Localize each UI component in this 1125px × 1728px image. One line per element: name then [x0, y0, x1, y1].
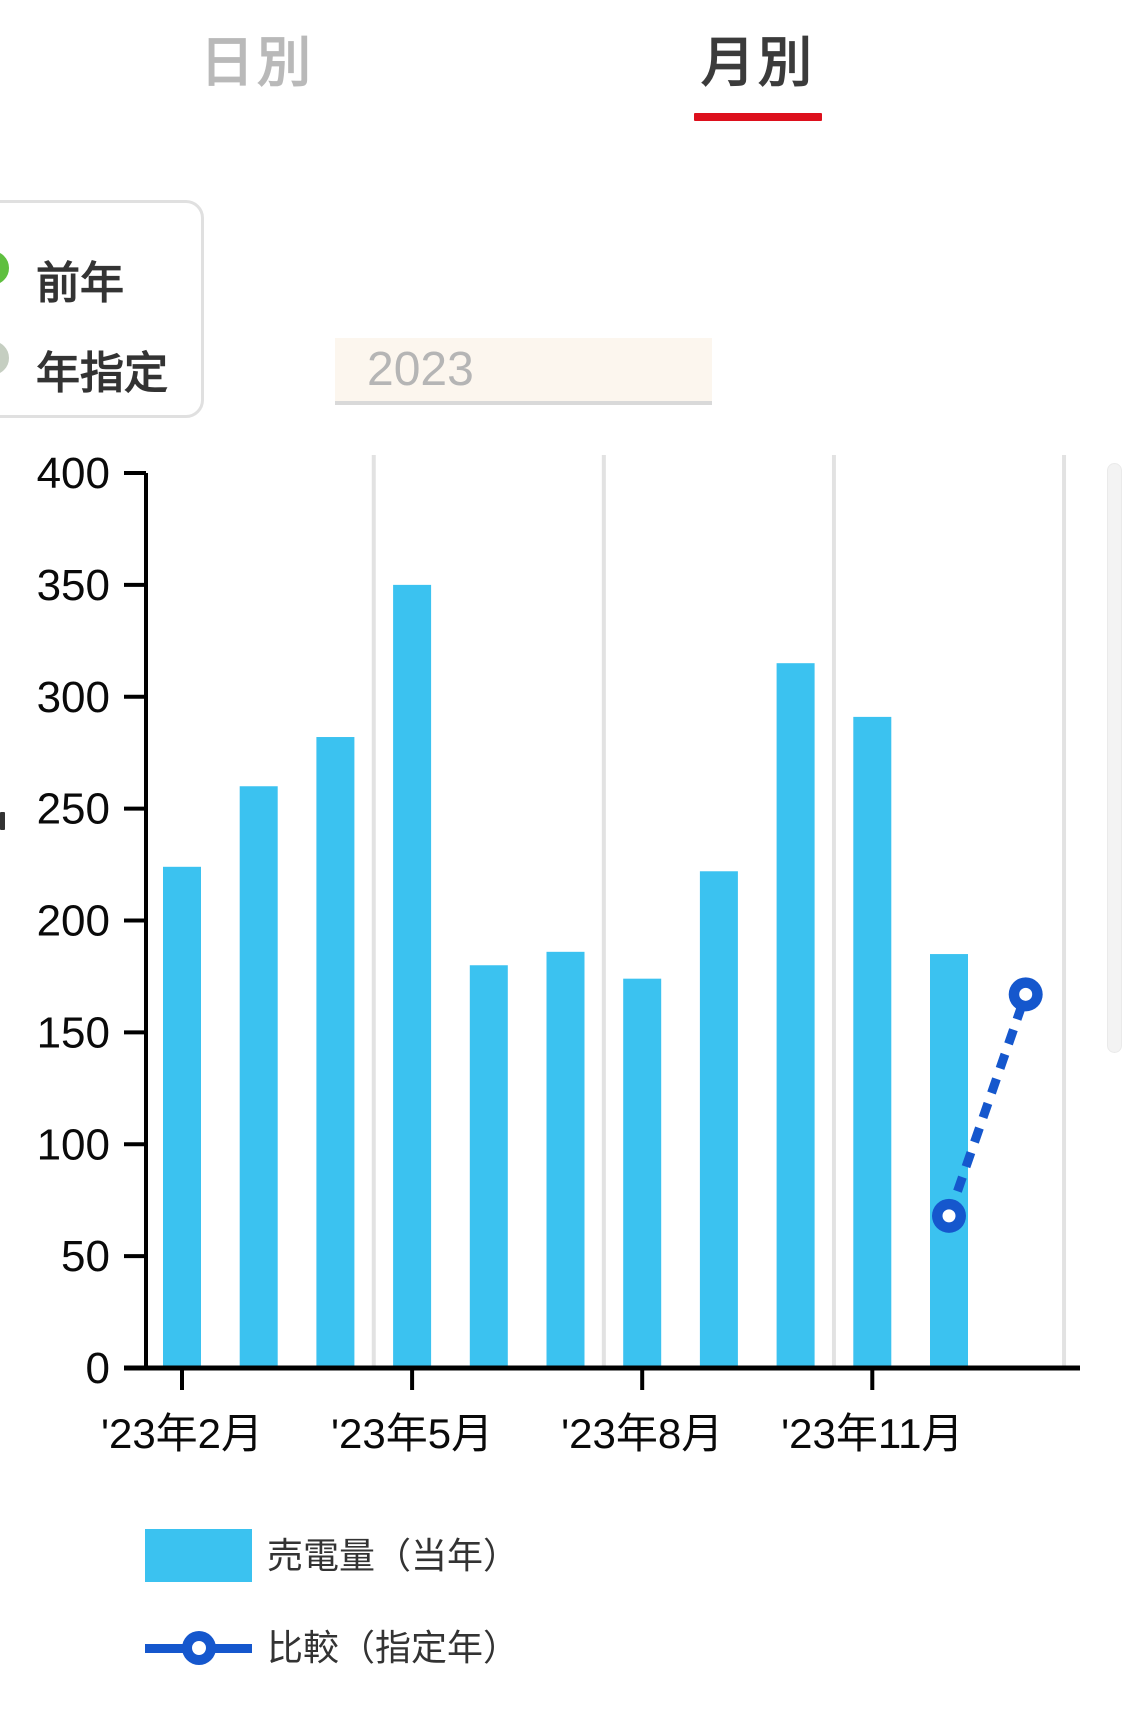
- y-tick-label: 150: [37, 1008, 110, 1057]
- comparison-point-hole: [942, 1209, 956, 1223]
- y-tick-label: 400: [37, 449, 110, 498]
- bar-'23年3月: [239, 786, 278, 1368]
- legend-line-marker: [182, 1631, 216, 1665]
- bar-'23年12月: [930, 954, 968, 1368]
- comparison-point: [1008, 977, 1043, 1012]
- comparison-point: [932, 1198, 966, 1233]
- y-tick-label: 50: [61, 1232, 110, 1281]
- legend-line-sample: [145, 1627, 252, 1669]
- bar-'23年8月: [623, 978, 662, 1368]
- bar-'23年10月: [776, 663, 815, 1368]
- bar-'23年4月: [316, 737, 355, 1368]
- x-tick-label: '23年8月: [561, 1410, 723, 1457]
- year-input[interactable]: [335, 338, 712, 405]
- y-tick-label: 300: [37, 673, 110, 722]
- radio-previous-year[interactable]: [0, 251, 9, 285]
- y-tick-label: 250: [37, 785, 110, 834]
- bar-'23年7月: [546, 951, 585, 1368]
- comparison-filter-panel: 前年 年指定: [0, 200, 204, 418]
- radio-specified-year-label[interactable]: 年指定: [36, 349, 168, 398]
- x-tick-label: '23年11月: [781, 1410, 963, 1457]
- legend-bar-swatch: [145, 1529, 252, 1582]
- scrollbar-thumb[interactable]: [1107, 463, 1122, 1053]
- tab-monthly[interactable]: 月別: [701, 33, 815, 93]
- bar-'23年2月: [163, 866, 201, 1368]
- legend-line-marker-hole: [192, 1641, 206, 1655]
- comparison-point-hole: [1019, 987, 1033, 1001]
- bar-'23年11月: [853, 716, 892, 1368]
- x-tick-label: '23年2月: [101, 1410, 263, 1457]
- bar-'23年9月: [699, 871, 738, 1368]
- y-tick-label: 0: [86, 1344, 110, 1393]
- y-tick-label: 200: [37, 897, 110, 946]
- bar-'23年5月: [393, 584, 432, 1368]
- legend-line-label: 比較（指定年）: [267, 1627, 520, 1668]
- y-tick-label: 350: [37, 561, 110, 610]
- active-tab-underline: [694, 113, 822, 121]
- x-tick-label: '23年5月: [331, 1410, 493, 1457]
- y-axis-title-fragment: [0, 812, 5, 830]
- radio-specified-year[interactable]: [0, 341, 9, 375]
- bar-'23年6月: [469, 965, 508, 1368]
- comparison-line: [944, 992, 1030, 1218]
- tab-daily[interactable]: 日別: [200, 33, 314, 93]
- legend-bar-label: 売電量（当年）: [267, 1535, 520, 1576]
- radio-previous-year-label[interactable]: 前年: [36, 259, 124, 308]
- y-tick-label: 100: [37, 1120, 110, 1169]
